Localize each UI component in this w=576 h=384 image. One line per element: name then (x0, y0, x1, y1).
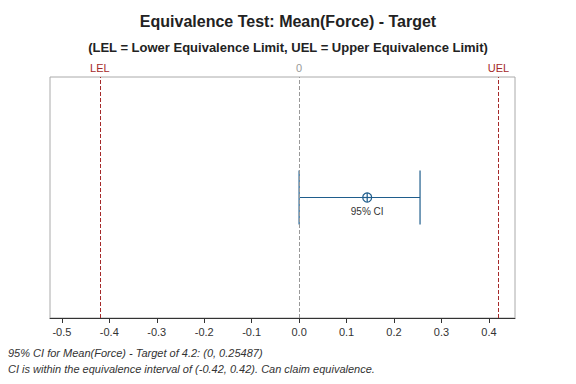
svg-text:UEL: UEL (488, 62, 509, 74)
svg-text:CI is within the equivalence i: CI is within the equivalence interval of… (8, 363, 375, 375)
svg-text:LEL: LEL (90, 62, 110, 74)
svg-text:-0.3: -0.3 (147, 326, 166, 338)
svg-text:0.0: 0.0 (291, 326, 306, 338)
svg-text:-0.5: -0.5 (52, 326, 71, 338)
svg-text:(LEL = Lower Equivalence Limit: (LEL = Lower Equivalence Limit, UEL = Up… (88, 40, 488, 55)
svg-text:0.3: 0.3 (434, 326, 449, 338)
svg-text:0.4: 0.4 (481, 326, 496, 338)
svg-text:-0.1: -0.1 (242, 326, 261, 338)
svg-text:95% CI: 95% CI (351, 206, 384, 217)
svg-text:-0.4: -0.4 (100, 326, 119, 338)
svg-text:-0.2: -0.2 (195, 326, 214, 338)
svg-text:0.2: 0.2 (386, 326, 401, 338)
svg-text:Equivalence Test: Mean(Force): Equivalence Test: Mean(Force) - Target (140, 13, 437, 30)
svg-text:95% CI for Mean(Force) - Targe: 95% CI for Mean(Force) - Target of 4.2: … (8, 347, 263, 359)
svg-text:0.1: 0.1 (339, 326, 354, 338)
svg-text:0: 0 (296, 62, 302, 74)
